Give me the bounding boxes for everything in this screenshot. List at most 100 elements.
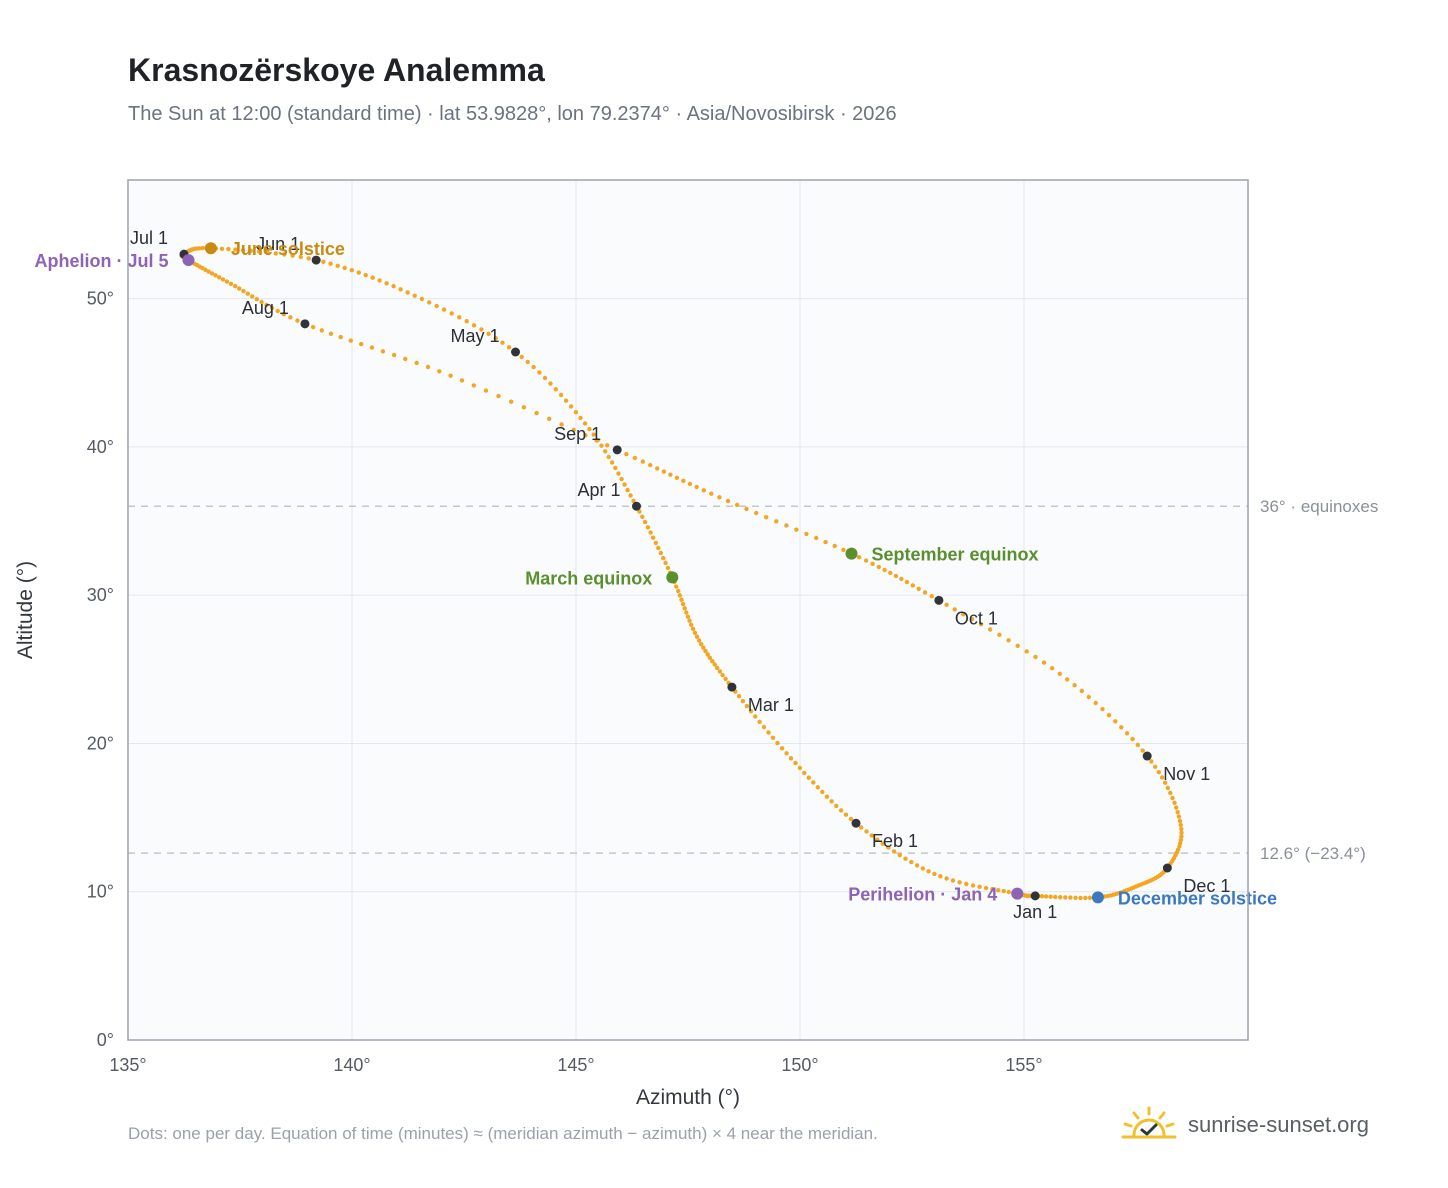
grid-lines — [128, 180, 1248, 1040]
day-dot — [696, 638, 702, 643]
day-dot — [542, 375, 548, 381]
day-dot — [692, 630, 698, 635]
day-dot — [578, 415, 583, 421]
event-marker — [845, 547, 858, 560]
day-dot — [609, 460, 615, 465]
day-dot — [1113, 719, 1118, 724]
day-dot — [405, 290, 410, 295]
reference-lines: 36° · equinoxes 12.6° (−23.4°) — [128, 497, 1378, 863]
day-dot — [920, 866, 925, 871]
day-dot — [656, 545, 661, 551]
day-dot — [859, 825, 864, 830]
day-dot — [661, 469, 667, 474]
day-dot — [663, 560, 668, 566]
event-label: December solstice — [1118, 888, 1277, 908]
day-dot — [707, 655, 713, 660]
day-dot — [779, 746, 785, 751]
day-dot — [509, 399, 514, 404]
day-dot — [983, 885, 989, 891]
day-dot — [723, 676, 728, 682]
x-tick-label: 135° — [109, 1055, 146, 1075]
day-dot — [265, 250, 270, 255]
day-dot — [563, 398, 569, 403]
day-dot — [1068, 895, 1073, 900]
brand-name[interactable]: sunrise-sunset.org — [1188, 1112, 1369, 1137]
day-dot — [843, 812, 849, 817]
day-dot — [1006, 638, 1011, 643]
day-dot — [237, 286, 242, 291]
day-dot — [377, 278, 382, 283]
day-dot — [583, 433, 588, 438]
day-dot — [864, 829, 869, 834]
day-dot — [306, 256, 311, 261]
day-dot — [519, 354, 524, 360]
month-label: Jul 1 — [130, 228, 168, 248]
day-dot — [661, 555, 666, 561]
day-dot — [587, 426, 592, 432]
day-dot — [715, 665, 720, 671]
day-dot — [571, 427, 576, 433]
day-dot — [766, 730, 771, 735]
day-dot — [665, 565, 671, 571]
day-dot — [701, 645, 706, 650]
day-dot — [256, 249, 262, 254]
day-dot — [784, 751, 789, 756]
day-dot — [606, 454, 611, 460]
day-dot — [720, 672, 725, 678]
day-dot — [547, 416, 552, 421]
day-dot — [944, 876, 949, 881]
day-dot — [699, 642, 704, 647]
day-dot — [603, 449, 608, 454]
day-dot — [328, 331, 334, 336]
day-dot — [206, 269, 211, 274]
day-dot — [891, 849, 897, 854]
day-dot — [882, 567, 887, 573]
day-dot — [391, 284, 396, 289]
footnote: Dots: one per day. Equation of time (min… — [128, 1124, 878, 1143]
x-axis-title: Azimuth (°) — [636, 1086, 740, 1109]
day-dot — [419, 296, 425, 302]
day-dot — [820, 789, 825, 795]
day-dot — [863, 558, 869, 563]
day-dot — [1073, 895, 1078, 900]
day-dot — [648, 530, 653, 535]
chart-title: Krasnozërskoye Analemma — [128, 52, 545, 88]
day-dot — [834, 803, 839, 809]
y-axis-title: Altitude (°) — [14, 561, 37, 659]
month-label: Sep 1 — [554, 424, 601, 444]
day-dot — [952, 607, 957, 612]
day-dot — [926, 869, 931, 874]
day-dot — [1041, 660, 1047, 665]
day-dot — [537, 370, 542, 375]
month-marker — [934, 595, 944, 605]
day-dot — [710, 659, 715, 664]
day-dot — [1159, 775, 1165, 780]
sun-check-icon — [1121, 1106, 1177, 1139]
day-dot — [681, 478, 686, 483]
day-dot — [757, 719, 762, 724]
day-dot — [1153, 764, 1158, 769]
day-dot — [616, 471, 621, 476]
x-tick-label: 150° — [781, 1055, 818, 1075]
month-label: Oct 1 — [955, 608, 998, 628]
event-label: March equinox — [525, 568, 652, 588]
day-dot — [1057, 671, 1063, 676]
day-dot — [679, 597, 684, 602]
reference-line-label: 12.6° (−23.4°) — [1260, 844, 1366, 863]
day-dot — [248, 248, 254, 253]
day-dot — [398, 287, 403, 292]
day-dot — [1165, 785, 1171, 791]
month-label: Jan 1 — [1013, 902, 1057, 922]
day-dot — [838, 808, 844, 813]
y-tick-label: 30° — [87, 585, 114, 605]
day-dot — [893, 573, 899, 579]
brand[interactable]: sunrise-sunset.org — [1120, 1100, 1369, 1150]
y-tick-label: 10° — [87, 882, 114, 902]
day-dot — [217, 275, 222, 280]
day-dot — [876, 564, 881, 570]
month-marker — [1142, 751, 1152, 761]
day-dot — [950, 878, 956, 883]
day-dot — [288, 315, 293, 320]
plot-frame — [127, 179, 1249, 1041]
day-dot — [1156, 770, 1162, 775]
